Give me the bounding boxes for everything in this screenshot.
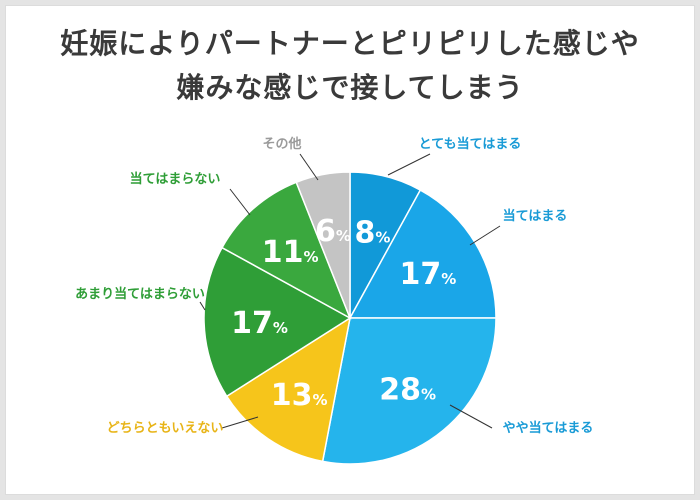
category-label: とても当てはまる	[419, 136, 522, 152]
category-label: 当てはまる	[503, 208, 568, 224]
category-label: あまり当てはまらない	[75, 286, 205, 302]
leader-line	[229, 188, 251, 216]
slice-value-label: 11%	[262, 235, 319, 270]
leader-line	[387, 153, 431, 176]
pie-slice-2	[348, 189, 497, 319]
pie-slice-7	[295, 171, 351, 319]
leader-line	[449, 404, 493, 429]
category-label: どちらともいえない	[107, 421, 224, 436]
slice-value-label: 17%	[231, 306, 288, 341]
category-label: その他	[262, 136, 301, 152]
pie-slice-3	[321, 317, 497, 465]
chart-title-line-1: 妊娠によりパートナーとピリピリした感じや	[60, 27, 640, 60]
pie-slice-4	[225, 316, 352, 463]
category-label: 当てはまらない	[130, 171, 221, 187]
slice-value-label: 6%	[315, 214, 351, 249]
slice-value-label: 17%	[400, 257, 457, 292]
pie-slice-5	[203, 246, 352, 398]
leader-line	[299, 153, 319, 181]
chart-title-line-2: 嫌みな感じで接してしまう	[176, 71, 524, 104]
slice-value-label: 28%	[379, 373, 436, 408]
leader-line	[469, 225, 501, 246]
category-label: やや当てはまる	[503, 420, 594, 436]
slice-value-label: 8%	[355, 215, 391, 250]
leader-line	[221, 416, 259, 429]
leader-line	[199, 301, 206, 311]
pie-slice-6	[221, 181, 352, 320]
slice-value-label: 13%	[271, 378, 328, 413]
